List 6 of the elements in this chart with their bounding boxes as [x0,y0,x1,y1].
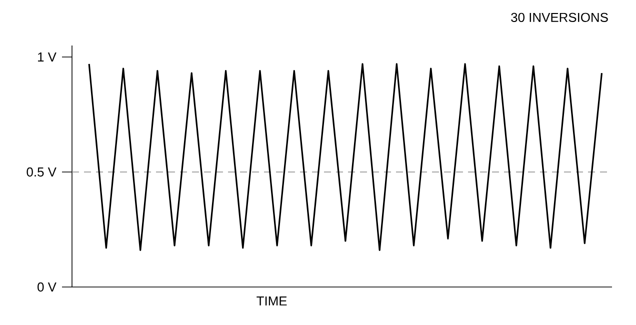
y-tick-label: 0 V [38,282,56,292]
line-series [88,63,603,251]
x-axis-title: TIME [256,296,287,306]
y-tick-label: 1 V [38,52,56,62]
y-tick-label: 0.5 V [26,167,56,177]
chart-title: 30 INVERSIONS [511,12,608,22]
